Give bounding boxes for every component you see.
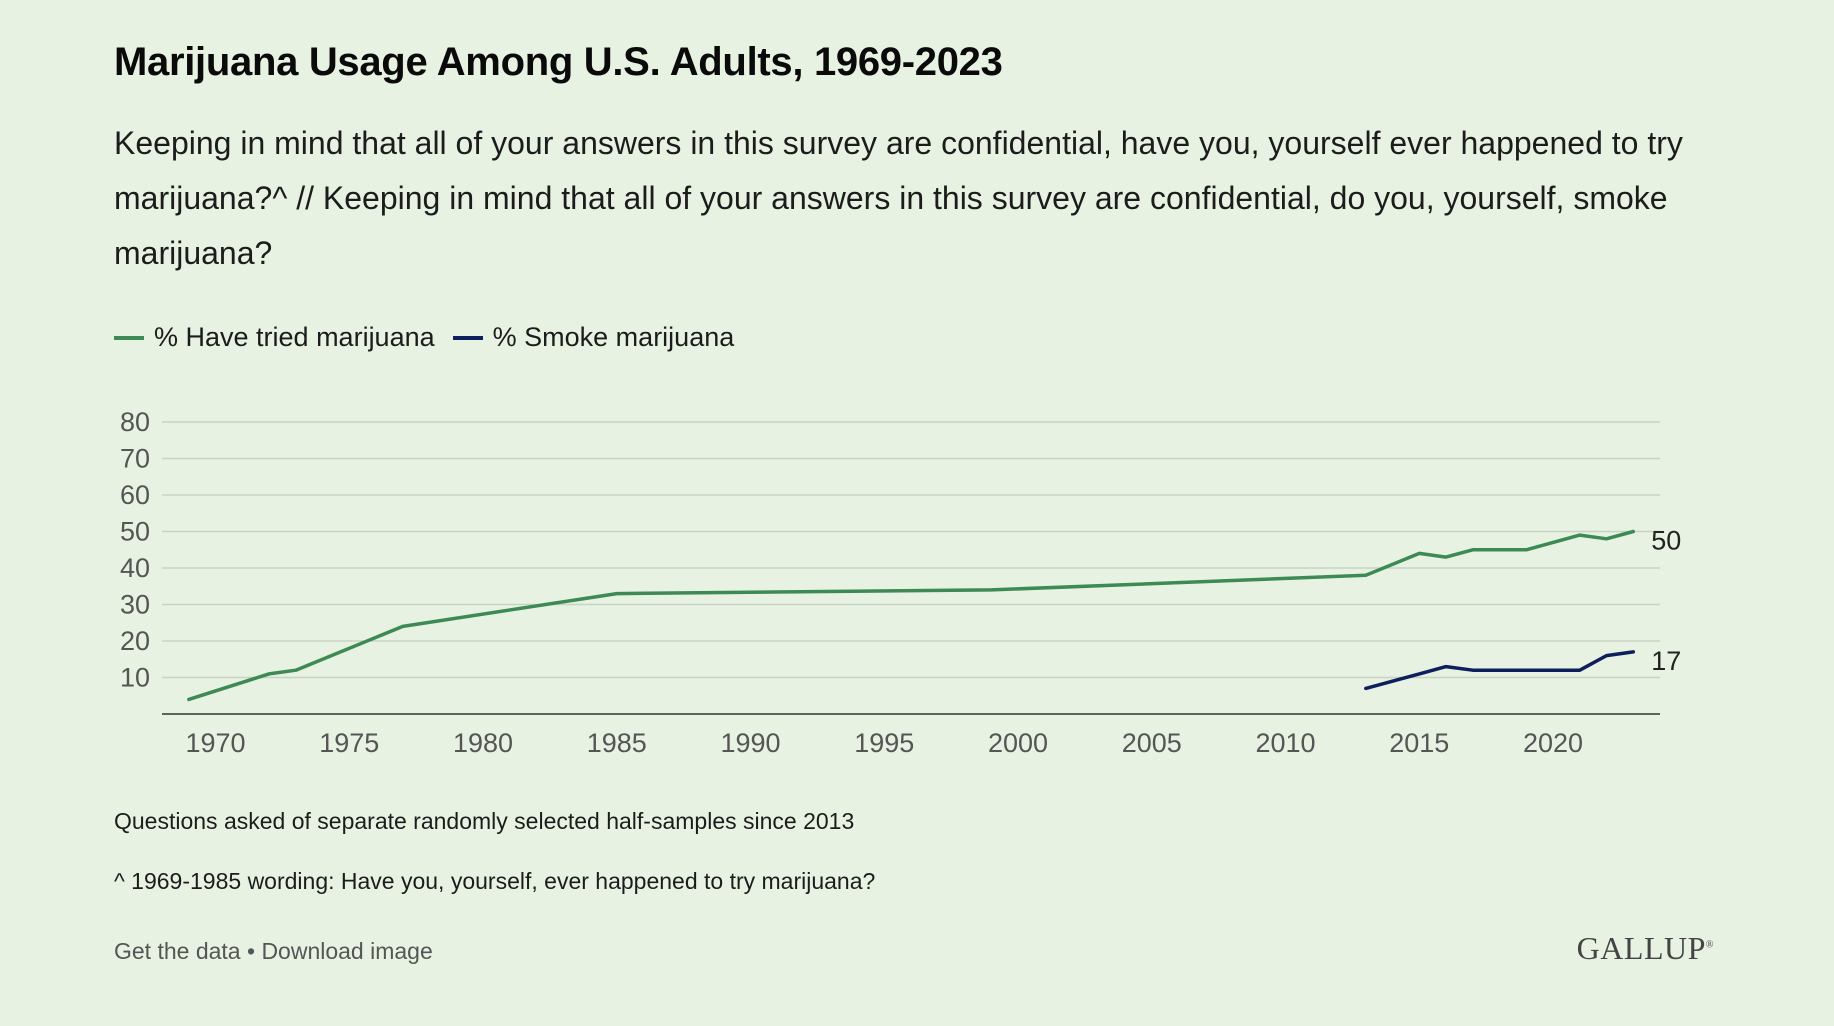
- legend-swatch-tried: [114, 335, 144, 340]
- get-data-link[interactable]: Get the data: [114, 938, 241, 964]
- gallup-logo: GALLUP®: [1577, 930, 1714, 967]
- legend-swatch-smoke: [452, 335, 483, 340]
- series-line-tried: [187, 529, 1636, 702]
- y-tick-label-20: 20: [120, 626, 150, 656]
- x-tick-label-1990: 1990: [720, 728, 780, 758]
- x-tick-label-2015: 2015: [1389, 728, 1449, 758]
- y-tick-label-70: 70: [120, 444, 150, 474]
- x-tick-label-2010: 2010: [1255, 728, 1315, 758]
- x-tick-label-1985: 1985: [587, 728, 647, 758]
- end-label-smoke: 17: [1651, 646, 1681, 676]
- x-tick-label-2005: 2005: [1122, 728, 1182, 758]
- brand-trademark: ®: [1705, 939, 1714, 951]
- y-tick-label-30: 30: [120, 590, 150, 620]
- legend-item-tried: % Have tried marijuana: [114, 322, 435, 353]
- x-tick-label-1995: 1995: [854, 728, 914, 758]
- y-tick-label-50: 50: [120, 517, 150, 547]
- x-tick-label-2020: 2020: [1523, 728, 1583, 758]
- legend-item-smoke: % Smoke marijuana: [452, 322, 735, 353]
- brand-text: GALLUP: [1576, 930, 1706, 966]
- x-tick-label-2000: 2000: [988, 728, 1048, 758]
- chart-subtitle: Keeping in mind that all of your answers…: [114, 125, 1683, 271]
- y-tick-label-40: 40: [120, 553, 150, 583]
- series-line-smoke: [1364, 650, 1636, 691]
- chart-legend: % Have tried marijuana % Smoke marijuana: [114, 322, 734, 353]
- footnote-half-samples: Questions asked of separate randomly sel…: [114, 808, 855, 834]
- footnote-wording: ^ 1969-1985 wording: Have you, yourself,…: [114, 868, 876, 894]
- footer-separator: •: [246, 938, 256, 964]
- y-tick-label-80: 80: [120, 407, 150, 437]
- y-tick-label-60: 60: [120, 480, 150, 510]
- line-chart: 10 20 30 40 50 60 70 80 1970 1975 1980 1985 1990 1995…: [120, 407, 1681, 758]
- legend-label-tried: % Have tried marijuana: [154, 322, 435, 352]
- end-label-tried: 50: [1651, 526, 1681, 556]
- legend-label-smoke: % Smoke marijuana: [492, 322, 735, 352]
- footer-links: Get the data • Download image: [114, 938, 433, 965]
- chart-title: Marijuana Usage Among U.S. Adults, 1969-…: [114, 40, 1003, 84]
- download-image-link[interactable]: Download image: [261, 938, 433, 964]
- x-tick-label-1975: 1975: [319, 728, 379, 758]
- x-tick-label-1970: 1970: [185, 728, 245, 758]
- x-tick-label-1980: 1980: [453, 728, 513, 758]
- y-tick-label-10: 10: [120, 663, 150, 693]
